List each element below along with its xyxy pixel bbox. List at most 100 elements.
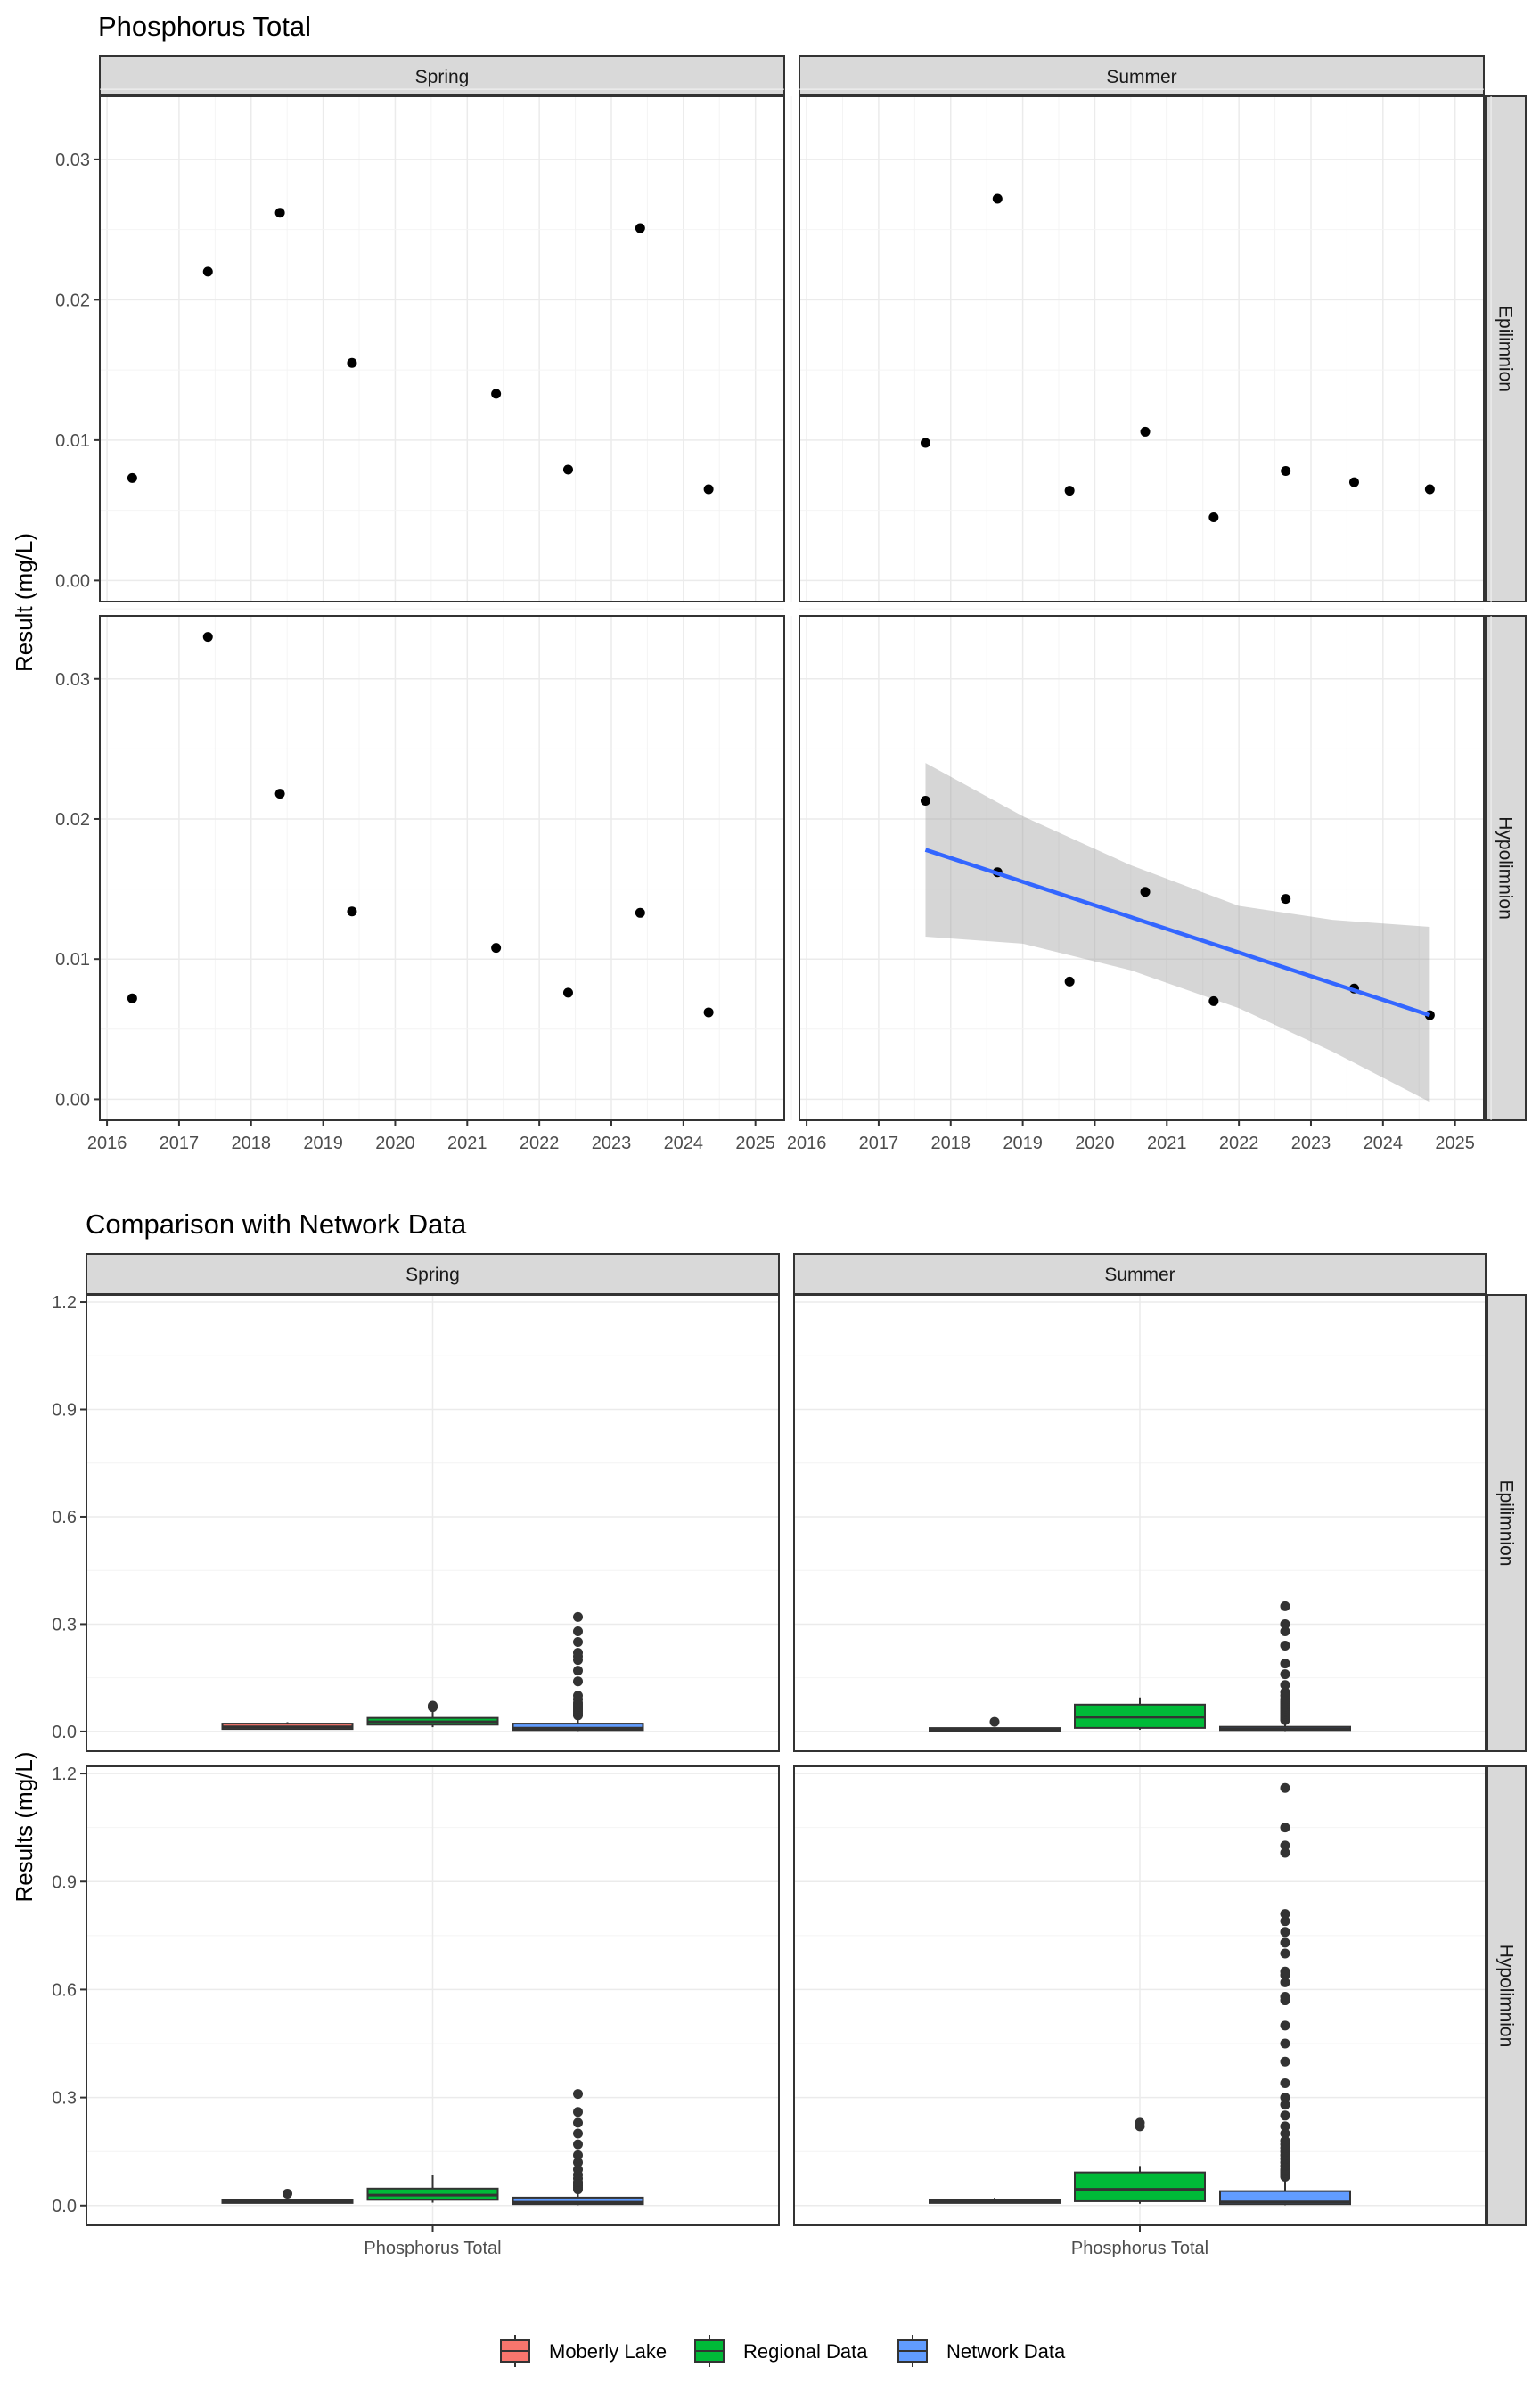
outlier-point — [1280, 2020, 1290, 2031]
data-point — [491, 943, 502, 954]
panel-spring-hypolimnion: 0.0 0.3 0.6 0.9 1.2 Phosphorus Total — [52, 1765, 780, 2258]
outlier-point — [428, 1700, 438, 1711]
outlier-point — [1280, 1601, 1290, 1611]
x-tick-label: 2022 — [520, 1134, 560, 1153]
outlier-point — [1280, 1916, 1290, 1927]
panel-spring-epilimnion: 0.00 0.01 0.02 0.03 — [55, 88, 792, 602]
y-tick-label: 0.00 — [55, 1090, 90, 1110]
legend-label-regional-data: Regional Data — [743, 2340, 868, 2363]
outlier-point — [1280, 2038, 1290, 2049]
outlier-point — [573, 1626, 583, 1636]
y-tick-label: 0.03 — [55, 151, 90, 170]
box-regional-data — [366, 2175, 499, 2203]
x-tick-label: 2024 — [1364, 1134, 1404, 1153]
x-tick-label: 2024 — [664, 1134, 704, 1153]
legend-label-moberly-lake: Moberly Lake — [549, 2340, 667, 2363]
outlier-point — [1280, 2135, 1290, 2146]
data-point — [1208, 512, 1219, 522]
data-point — [1140, 887, 1151, 897]
outlier-point — [573, 2107, 583, 2117]
outlier-point — [1280, 1840, 1290, 1851]
box-network-data — [512, 1611, 644, 1732]
x-tick-label: 2016 — [787, 1134, 827, 1153]
facet-strip-epilimnion — [1485, 95, 1527, 602]
outlier-point — [573, 2164, 583, 2175]
box-moberly-lake — [221, 1722, 354, 1731]
outlier-point — [1280, 1977, 1290, 1987]
outlier-point — [1280, 2093, 1290, 2103]
outlier-point — [573, 2157, 583, 2167]
box-moberly-lake — [929, 2198, 1061, 2204]
x-tick-label: Phosphorus Total — [364, 2239, 501, 2258]
data-point — [920, 438, 930, 448]
outlier-point — [573, 2128, 583, 2139]
legend: Moberly Lake Regional Data Network Data — [500, 2335, 1066, 2367]
data-point — [562, 987, 573, 998]
outlier-point — [573, 1666, 583, 1676]
data-point — [1208, 995, 1219, 1006]
data-point — [635, 223, 645, 233]
data-point — [920, 796, 930, 807]
x-tick-label: 2021 — [1147, 1134, 1187, 1153]
outlier-point — [1280, 1948, 1290, 1959]
facet-strip-hypolimnion — [1487, 1765, 1527, 2226]
facet-label-summer: Summer — [1104, 1265, 1175, 1285]
box-regional-data — [1074, 1697, 1206, 1730]
data-point — [127, 472, 137, 483]
data-point — [1064, 486, 1075, 496]
x-tick-label: 2025 — [1435, 1134, 1475, 1153]
data-point — [992, 193, 1003, 204]
y-tick-label: 0.02 — [55, 810, 90, 830]
outlier-point — [1280, 2056, 1290, 2067]
trend-line — [924, 848, 1431, 1018]
data-point — [1140, 426, 1151, 437]
box-body — [512, 2196, 644, 2206]
outlier-point — [1280, 1909, 1290, 1920]
outlier-point — [573, 1637, 583, 1648]
x-tick-label: Phosphorus Total — [1071, 2239, 1208, 2258]
outlier-point — [1280, 2077, 1290, 2088]
outlier-point — [1135, 2117, 1145, 2128]
chart-1-ylabel: Result (mg/L) — [11, 533, 37, 672]
legend-item-regional-data: Regional Data — [694, 2335, 868, 2367]
x-tick-label: 2017 — [160, 1134, 200, 1153]
panel-summer-hypolimnion: Phosphorus Total — [793, 1765, 1487, 2258]
box-regional-data — [1074, 2117, 1206, 2204]
y-tick-label: 0.3 — [52, 2089, 77, 2109]
data-point — [703, 484, 714, 495]
legend-label-network-data: Network Data — [946, 2340, 1066, 2363]
y-tick-label: 0.0 — [52, 1723, 77, 1742]
facet-strip-spring — [86, 1253, 780, 1295]
x-tick-label: 2021 — [447, 1134, 487, 1153]
outlier-point — [1280, 2121, 1290, 2132]
outlier-point — [1280, 1641, 1290, 1651]
y-tick-label: 0.02 — [55, 291, 90, 310]
outlier-point — [573, 2117, 583, 2128]
y-tick-label: 0.03 — [55, 670, 90, 690]
data-point — [1424, 484, 1435, 495]
x-tick-label: 2019 — [303, 1134, 343, 1153]
data-point — [202, 266, 213, 277]
data-point — [347, 357, 357, 368]
outlier-point — [1280, 1992, 1290, 2003]
data-point — [202, 632, 213, 643]
x-tick-label: 2018 — [931, 1134, 971, 1153]
x-tick-label: 2017 — [859, 1134, 899, 1153]
chart-1-panels: Spring SummerEpilimnionHypolimnion0.000.0… — [55, 55, 1527, 1153]
outlier-point — [1280, 1659, 1290, 1669]
box-network-data — [1219, 1782, 1351, 2206]
outlier-point — [573, 1611, 583, 1622]
facet-label-epilimnion: Epilimnion — [1496, 1480, 1517, 1567]
box-network-data — [512, 2089, 644, 2206]
box-moberly-lake — [929, 1716, 1061, 1732]
outlier-point — [573, 1648, 583, 1659]
outlier-point — [1280, 1847, 1290, 1858]
facet-label-hypolimnion: Hypolimnion — [1496, 1945, 1517, 2048]
outlier-point — [1280, 1782, 1290, 1793]
x-tick-label: 2020 — [375, 1134, 415, 1153]
facet-strip-hypolimnion — [1485, 615, 1527, 1121]
chart-2-title: Comparison with Network Data — [86, 1208, 467, 1240]
facet-label-summer: Summer — [1106, 67, 1176, 87]
y-tick-label: 0.9 — [52, 1401, 77, 1421]
outlier-point — [1280, 1927, 1290, 1937]
